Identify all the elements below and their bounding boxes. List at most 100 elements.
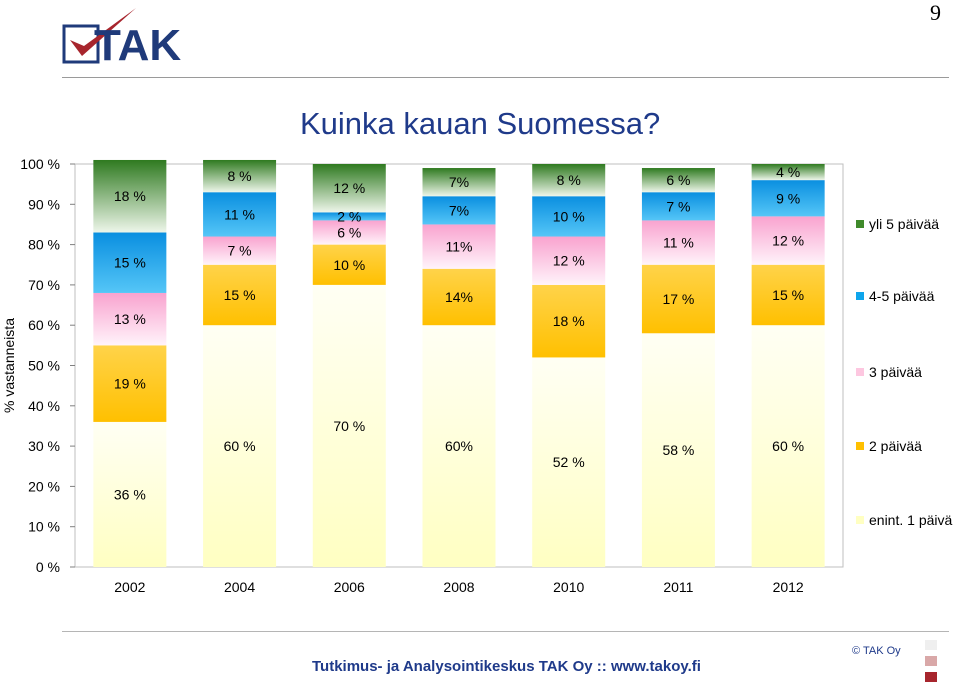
y-tick-label: 30 % (28, 438, 60, 454)
legend-label: yli 5 päivää (869, 216, 939, 232)
y-tick-label: 80 % (28, 237, 60, 253)
bar-segment (751, 164, 825, 181)
logo-text: TAK (94, 21, 181, 70)
bar-segment (641, 264, 715, 334)
data-label: 60 % (772, 438, 804, 454)
page-number: 9 (930, 0, 941, 25)
y-tick-label: 0 % (36, 559, 60, 575)
y-tick-label: 90 % (28, 196, 60, 212)
bars (93, 159, 825, 567)
bar-segment (641, 168, 715, 193)
data-label: 60% (445, 438, 473, 454)
x-tick-label: 2010 (553, 579, 584, 595)
data-label: 15 % (114, 255, 146, 271)
data-label: 8 % (557, 172, 581, 188)
y-tick-label: 100 % (20, 156, 60, 172)
bar-segment (312, 164, 386, 213)
bar-segment (203, 159, 277, 193)
x-tick-label: 2011 (663, 579, 693, 595)
data-label: 11 % (224, 206, 255, 222)
y-tick-label: 50 % (28, 358, 60, 374)
data-label: 12 % (333, 180, 365, 196)
data-label: 11% (446, 239, 473, 255)
bar-segment (422, 196, 496, 225)
bar-segment (641, 333, 715, 567)
data-label: 15 % (224, 287, 256, 303)
bar-segment (422, 168, 496, 197)
bar-segment (751, 180, 825, 217)
data-label: 52 % (553, 454, 585, 470)
data-label: 60 % (224, 438, 256, 454)
legend: enint. 1 päivä 2 päivää 3 päivää 4-5 päivää… (856, 216, 952, 528)
header-divider (62, 77, 949, 78)
data-label: 18 % (114, 188, 146, 204)
data-label: 7 % (666, 198, 690, 214)
legend-label: 4-5 päivää (869, 288, 935, 304)
decor-square-light (925, 640, 937, 650)
bar-segment (93, 292, 167, 346)
bar-segment (203, 325, 277, 567)
x-tick-label: 2002 (114, 579, 145, 595)
data-label: 7 % (228, 243, 252, 259)
data-label: 17 % (662, 291, 694, 307)
bar-segment (203, 264, 277, 326)
data-label: 6 % (337, 225, 361, 241)
data-label: 9 % (776, 190, 800, 206)
bar-segment (422, 224, 496, 269)
data-label: 13 % (114, 311, 146, 327)
data-label: 10 % (333, 257, 365, 273)
data-label: 6 % (666, 172, 690, 188)
legend-swatch (856, 442, 864, 450)
x-tick-label: 2012 (773, 579, 804, 595)
data-label: 4 % (776, 164, 800, 180)
legend-swatch (856, 292, 864, 300)
decor-square-pink (925, 656, 937, 666)
bar-segment (422, 325, 496, 567)
legend-swatch (856, 220, 864, 228)
data-label: 58 % (662, 442, 694, 458)
bar-segment (641, 220, 715, 265)
logo-box-icon (62, 24, 100, 64)
data-label: 15 % (772, 287, 804, 303)
data-label: 8 % (228, 168, 252, 184)
legend-swatch (856, 516, 864, 524)
bar-segment (641, 192, 715, 221)
bar-segment (532, 284, 606, 358)
data-label: 2 % (337, 208, 361, 224)
y-axis-title: % vastanneista (1, 318, 17, 413)
data-label: 11 % (663, 235, 694, 251)
bar-segment (93, 232, 167, 293)
bar-segment (93, 345, 167, 422)
tak-logo: TAK (62, 8, 181, 70)
data-label: 70 % (333, 418, 365, 434)
data-label: 12 % (772, 233, 804, 249)
footer-divider (62, 631, 949, 632)
data-label: 18 % (553, 313, 585, 329)
y-tick-label: 70 % (28, 277, 60, 293)
y-tick-label: 60 % (28, 317, 60, 333)
bar-segment (203, 192, 277, 237)
bar-segment (312, 212, 386, 221)
y-tick-label: 10 % (28, 519, 60, 535)
footer-text: Tutkimus- ja Analysointikeskus TAK Oy ::… (312, 658, 701, 675)
y-tick-label: 40 % (28, 398, 60, 414)
data-label: 12 % (553, 253, 585, 269)
bar-segment (312, 220, 386, 245)
legend-swatch (856, 368, 864, 376)
bar-segment (312, 284, 386, 567)
data-labels: 36 % 19 % 13 % 15 % 18 % 60 % 15 % 7 % 11 % 8 % 70… (114, 164, 804, 502)
bar-segment (532, 236, 606, 285)
bar-segment (203, 236, 277, 265)
bar-segment (93, 159, 167, 233)
chart-title: Kuinka kauan Suomessa? (300, 106, 661, 141)
axes: 0 % 10 % 20 % 30 % 40 % 50 % 60 % 70 % 80 % 90 % 1… (1, 156, 804, 595)
bar-segment (751, 216, 825, 265)
decor-square-red (925, 672, 937, 682)
data-label: 36 % (114, 486, 146, 502)
x-tick-label: 2006 (334, 579, 365, 595)
x-tick-label: 2004 (224, 579, 255, 595)
copyright: © TAK Oy (852, 645, 901, 657)
legend-label: 3 päivää (869, 364, 922, 380)
x-tick-label: 2008 (443, 579, 474, 595)
